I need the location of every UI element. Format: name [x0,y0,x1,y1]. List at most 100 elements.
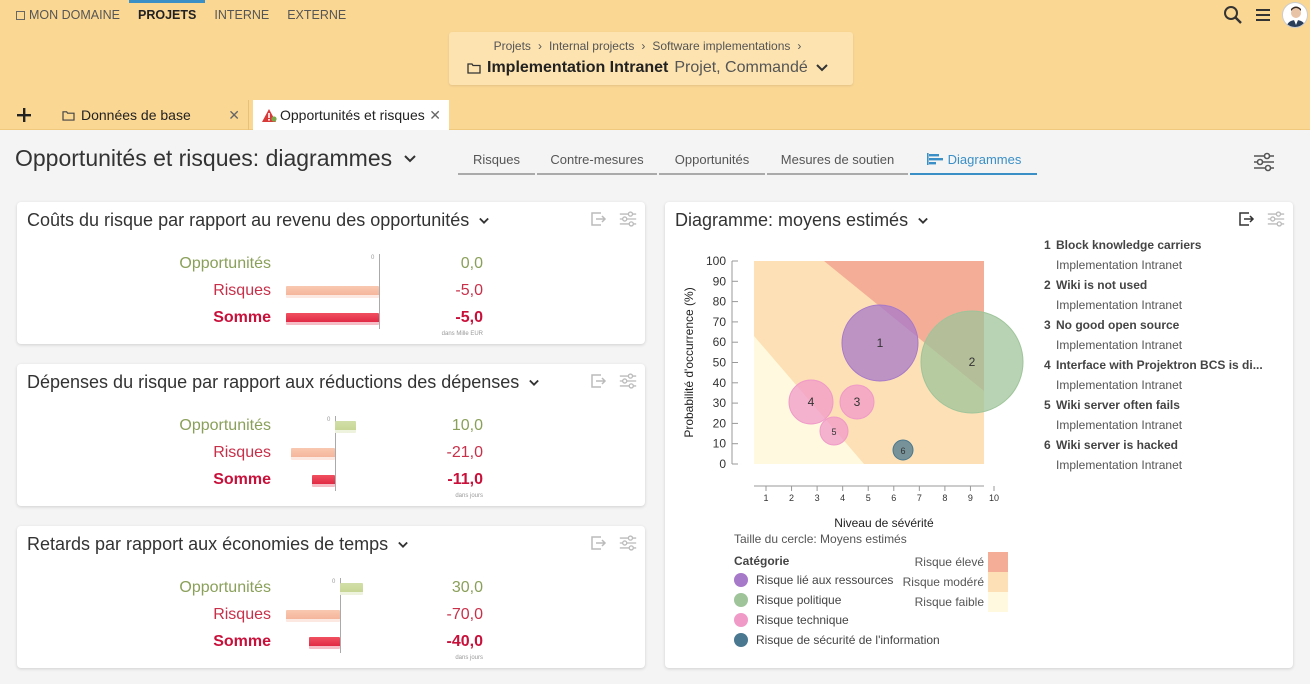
y-tick-label: 0 [719,457,726,471]
nav-interne[interactable]: INTERNE [214,8,270,22]
card-title-text: Coûts du risque par rapport au revenu de… [27,210,470,230]
x-tick-label: 2 [789,493,794,503]
page-title-text: Opportunités et risques: diagrammes [15,145,393,171]
tab-bar: Données de base ✕ Opportunités et risque… [0,100,1310,130]
tab-opportunites-et-risques[interactable]: Opportunités et risques ✕ [253,100,449,130]
card-title[interactable]: Coûts du risque par rapport au revenu de… [27,210,491,231]
risk-list-item[interactable]: 5 Wiki server often fails Implementation I… [1044,398,1263,438]
y-tick-label: 70 [713,315,727,329]
y-tick-label: 90 [713,274,727,288]
subtab-diagrammes[interactable]: Diagrammes [910,146,1037,175]
zone-label: Risque faible [914,595,984,609]
subtab-bar: Risques Contre-mesures Opportunités Mesu… [458,146,1039,175]
legend-label: Risque de sécurité de l'information [756,633,940,647]
settings-sliders-icon[interactable] [619,372,637,390]
category-legend-item[interactable]: Risque lié aux ressources [734,570,940,590]
y-tick-label: 50 [713,356,727,370]
risk-title: Wiki is not used [1056,278,1148,292]
bar-somme [286,313,379,325]
subtab-opportunites[interactable]: Opportunités [659,146,765,175]
row-value-opportunites: 10,0 [451,417,483,434]
subtab-contre-mesures[interactable]: Contre-mesures [537,146,657,175]
zero-label: 0 [332,579,336,585]
x-tick-label: 10 [989,493,999,503]
x-tick-label: 5 [866,493,871,503]
risk-list-item[interactable]: 1 Block knowledge carriers Implementation … [1044,238,1263,278]
breadcrumb-separator: › [537,39,542,53]
card-tools [589,534,637,552]
settings-sliders-icon[interactable] [619,210,637,228]
zone-swatch [988,572,1008,592]
risk-list-item[interactable]: 4 Interface with Projektron BCS is di... I… [1044,358,1263,398]
legend-label: Risque politique [756,593,842,607]
row-label-opportunites: Opportunités [179,417,271,434]
add-tab-button[interactable] [8,104,40,126]
warning-icon [262,108,277,122]
breadcrumb-item[interactable]: Internal projects [548,39,635,53]
card-title[interactable]: Diagramme: moyens estimés [675,210,930,231]
zone-legend-item: Risque faible [880,592,1008,612]
search-icon[interactable] [1218,0,1248,30]
unit-label: dans Mille EUR [441,331,483,337]
zone-label: Risque modéré [902,575,984,589]
bar-risques [286,286,379,298]
y-tick-label: 80 [713,295,727,309]
row-value-risques: -5,0 [455,282,483,299]
page-title[interactable]: Opportunités et risques: diagrammes [15,145,418,172]
risk-number: 1 [1044,238,1051,252]
unit-label: dans jours [455,493,483,499]
settings-sliders-icon[interactable] [1267,210,1285,228]
card-title[interactable]: Retards par rapport aux économies de tem… [27,534,410,555]
x-tick-label: 1 [763,493,768,503]
card-tools [589,372,637,390]
close-icon[interactable]: ✕ [429,107,441,123]
export-icon[interactable] [1237,210,1255,228]
row-label-somme: Somme [213,471,271,488]
settings-sliders-icon[interactable] [619,534,637,552]
nav-mon-domaine[interactable]: MON DOMAINE [0,0,129,30]
category-legend-item[interactable]: Risque de sécurité de l'information [734,630,940,650]
subtab-mesures-de-soutien[interactable]: Mesures de soutien [767,146,908,175]
card-title[interactable]: Dépenses du risque par rapport aux réduc… [27,372,541,393]
risk-number: 4 [1044,358,1051,372]
risk-list-item[interactable]: 6 Wiki server is hacked Implementation Int… [1044,438,1263,478]
settings-sliders-icon[interactable] [1253,152,1275,177]
row-label-risques: Risques [213,282,271,299]
nav-externe[interactable]: EXTERNE [287,8,347,22]
y-tick-label: 40 [713,376,727,390]
nav-projets[interactable]: PROJETS [128,0,206,30]
bar-opportunites [335,421,356,433]
card-tools [1237,210,1285,228]
row-label-opportunites: Opportunités [179,579,271,596]
category-legend: Catégorie Risque lié aux ressources Risq… [734,552,940,650]
subtab-risques[interactable]: Risques [458,146,535,175]
nav-label: MON DOMAINE [29,8,120,22]
export-icon[interactable] [589,372,607,390]
user-avatar[interactable] [1282,2,1308,28]
bar-somme [311,475,336,487]
folder-icon [62,110,75,121]
category-legend-item[interactable]: Risque technique [734,610,940,630]
row-value-opportunites: 0,0 [460,255,483,272]
risk-list-item[interactable]: 2 Wiki is not used Implementation Intranet [1044,278,1263,318]
close-icon[interactable]: ✕ [228,107,240,123]
menu-icon[interactable] [1248,0,1278,30]
zone-swatch [988,552,1008,572]
zero-axis-line [340,578,341,653]
bar-risques [290,448,336,460]
row-value-somme: -5,0 [455,309,483,326]
chevron-down-icon [918,217,928,224]
project-selector[interactable]: Implementation Intranet Projet, Commandé [467,59,830,77]
breadcrumb-item[interactable]: Projets [493,39,531,53]
category-legend-item[interactable]: Risque politique [734,590,940,610]
tab-donnees-de-base[interactable]: Données de base ✕ [52,100,249,130]
export-icon[interactable] [589,210,607,228]
bar-chart-icon [926,153,943,165]
risk-list-item[interactable]: 3 No good open source Implementation Intra… [1044,318,1263,358]
risk-number: 3 [1044,318,1051,332]
bar-risques [286,610,340,622]
export-icon[interactable] [589,534,607,552]
card-tools [589,210,637,228]
breadcrumb-item[interactable]: Software implementations [652,39,791,53]
chevron-down-icon [816,64,828,72]
